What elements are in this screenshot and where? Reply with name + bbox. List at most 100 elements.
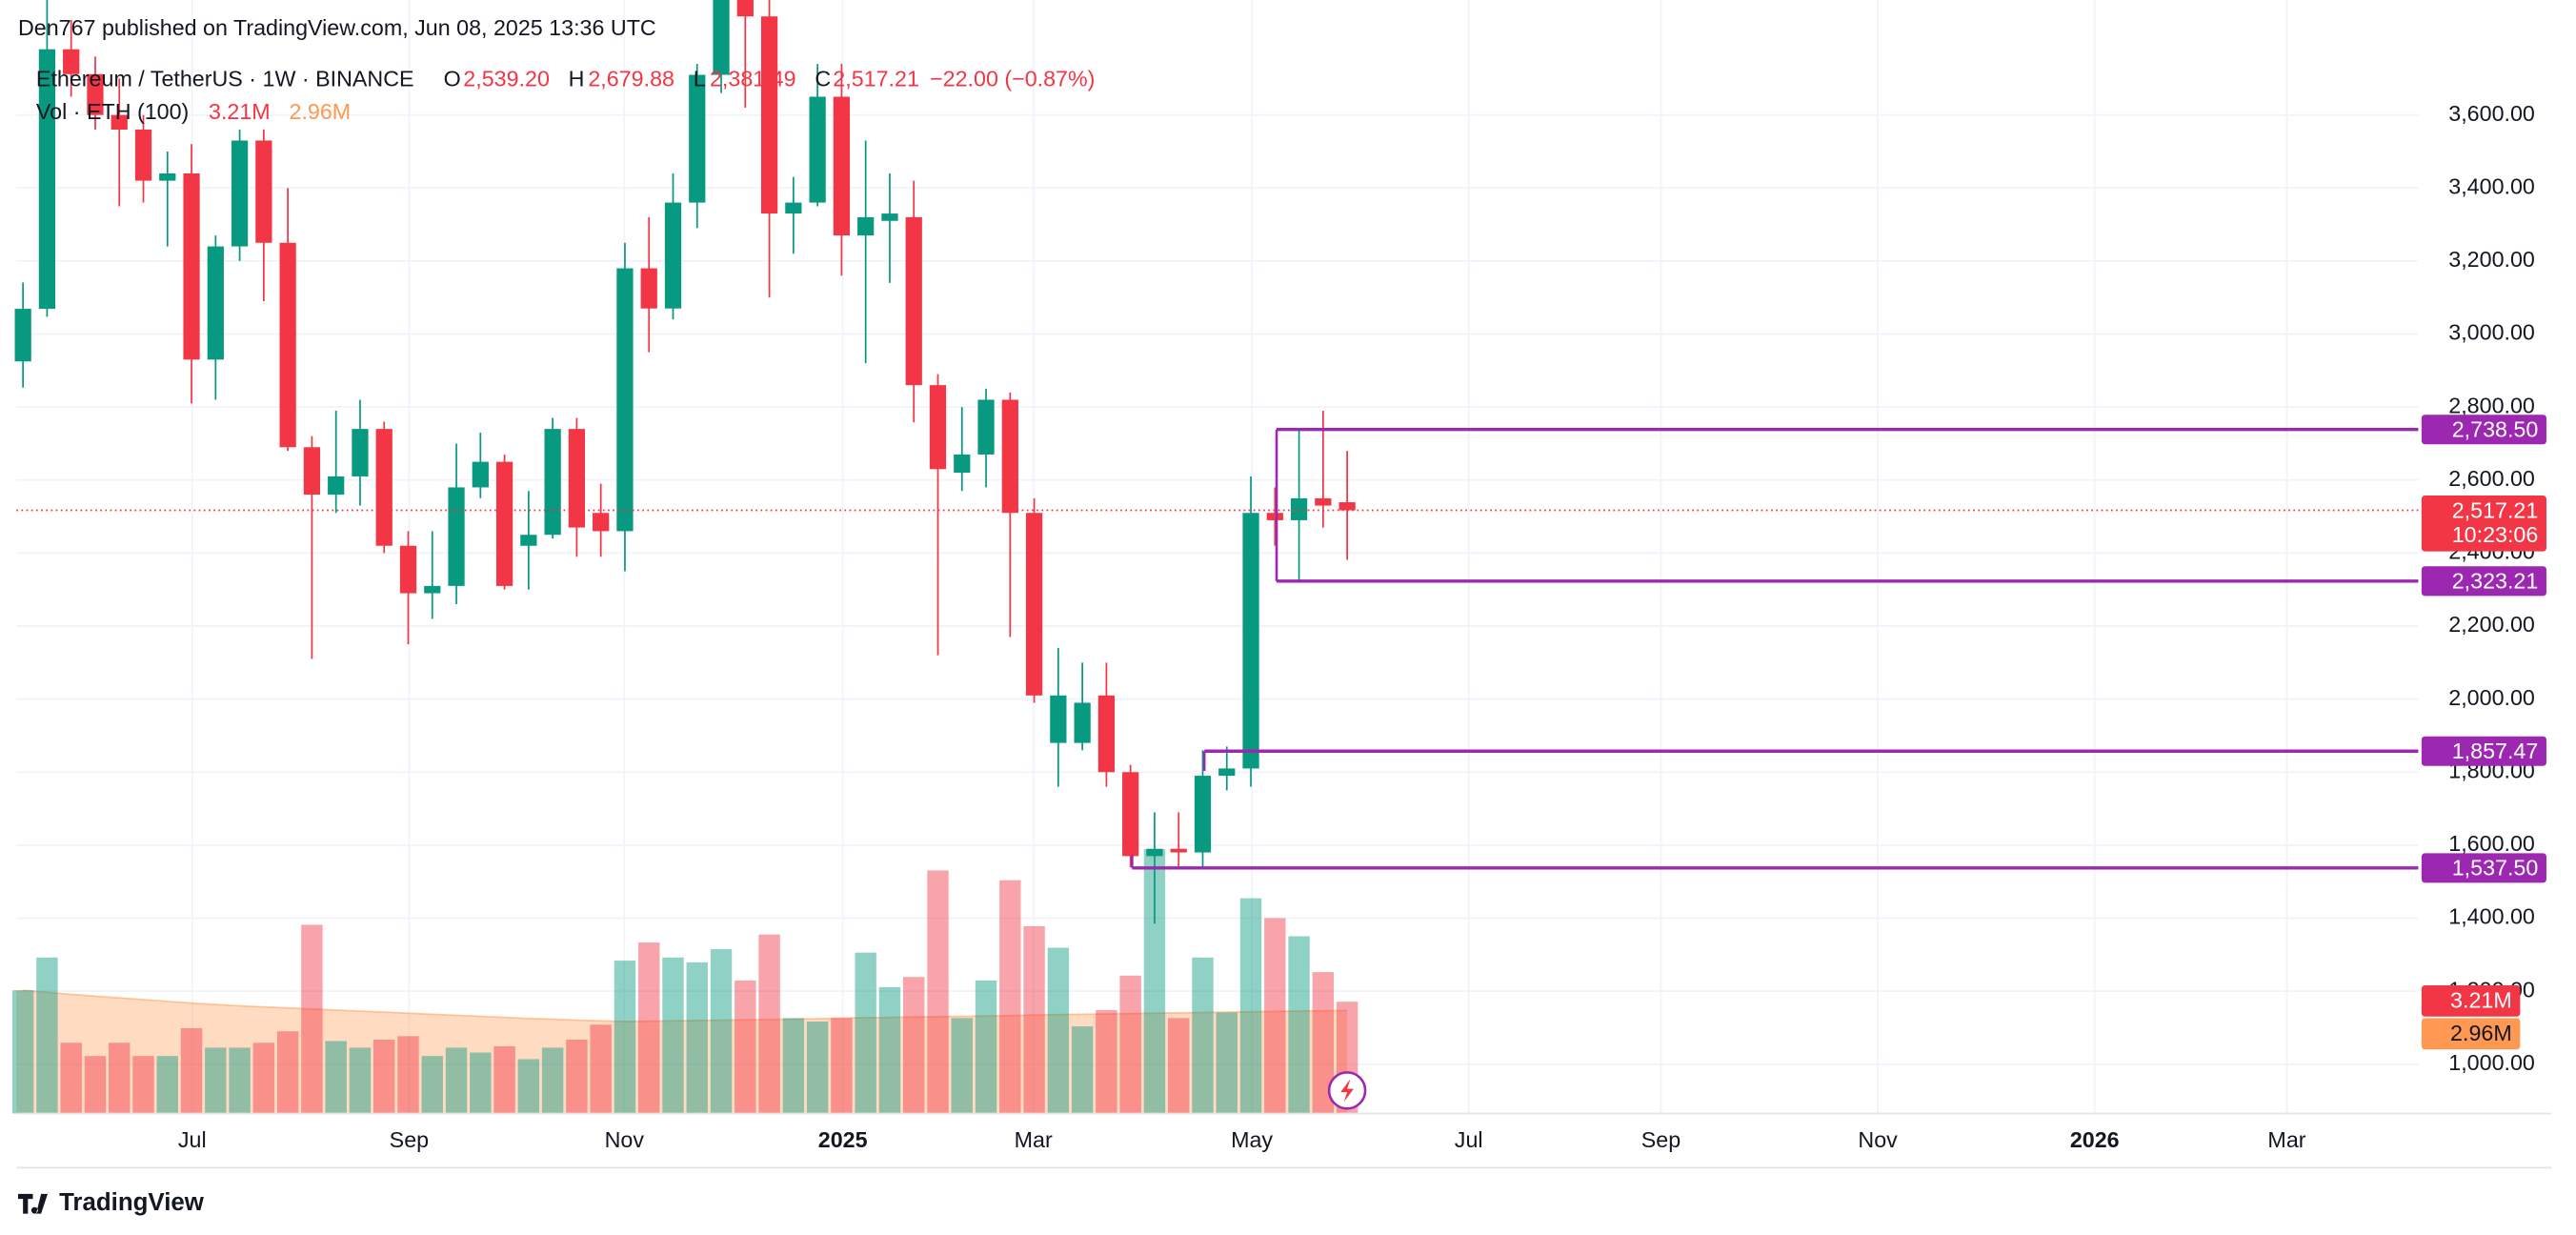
volume-bar (758, 934, 780, 1114)
candle-body (352, 429, 369, 476)
legend-c: C (815, 67, 831, 91)
volume-bar (855, 952, 876, 1114)
volume-bar (1119, 975, 1141, 1114)
candle-body (640, 268, 657, 309)
legend-change: −22.00 (−0.87%) (930, 67, 1095, 91)
volume-bar (831, 1018, 853, 1114)
volume-bar (686, 962, 708, 1114)
y-tick-label: 2,800.00 (2448, 393, 2535, 417)
x-tick-label: Nov (605, 1127, 645, 1152)
level-label: 1,537.50 (2452, 856, 2539, 881)
y-tick-label: 3,400.00 (2448, 173, 2535, 198)
volume-bar (205, 1047, 227, 1114)
y-tick-label: 1,600.00 (2448, 831, 2535, 856)
level-label-box (2421, 415, 2546, 445)
x-tick-label: Sep (1641, 1127, 1680, 1152)
legend-o: O (444, 67, 461, 91)
candle-body (593, 513, 610, 532)
candle-body (111, 114, 128, 130)
legend-volume-ma: 2.96M (290, 99, 352, 124)
candle-body (279, 242, 296, 448)
candle-body (1315, 497, 1332, 506)
candle-body (448, 487, 465, 586)
volume-bar (493, 1045, 515, 1114)
candle-body (713, 0, 730, 75)
candle-body (255, 140, 272, 243)
volume-label-box (2421, 985, 2521, 1017)
candle-body (1266, 513, 1283, 520)
volume-ma-label-box (2421, 1018, 2521, 1050)
legend-low: 2,381.49 (710, 67, 796, 91)
y-tick-label: 2,600.00 (2448, 466, 2535, 491)
volume-bar (421, 1056, 443, 1114)
candle-body (1242, 513, 1259, 769)
y-tick-label: 1,000.00 (2448, 1050, 2535, 1075)
volume-bar (735, 980, 756, 1114)
candle-body (1097, 695, 1116, 773)
volume-bar (1192, 957, 1214, 1114)
volume-bar (614, 961, 636, 1114)
volume-bar (1071, 1026, 1094, 1114)
level-label-box (2421, 736, 2546, 766)
volume-bar (60, 1043, 82, 1114)
volume-bar (710, 949, 733, 1114)
candle-body (664, 202, 682, 309)
candle-body (134, 129, 152, 181)
candle-body (857, 216, 875, 236)
volume-bar (1168, 1018, 1190, 1114)
candle-body (1050, 695, 1067, 743)
volume-bar (638, 942, 660, 1114)
volume-bar (1096, 1009, 1117, 1114)
volume-bar (1288, 936, 1310, 1114)
legend-high: 2,679.88 (588, 67, 674, 91)
candle-body (1074, 702, 1091, 743)
volume-bar (156, 1056, 178, 1114)
candle-body (809, 96, 826, 203)
candle-body (881, 213, 898, 221)
candle-body (568, 429, 586, 528)
legend-close: 2,517.21 (833, 67, 919, 91)
y-tick-label: 2,000.00 (2448, 685, 2535, 710)
candle-body (1025, 513, 1043, 696)
volume-bar (517, 1059, 540, 1114)
candle-body (1122, 772, 1139, 857)
candle-body (1218, 768, 1236, 777)
candle-body (472, 461, 489, 488)
x-tick-label: Jul (178, 1127, 207, 1152)
volume-bar (132, 1056, 154, 1114)
y-tick-label: 1,400.00 (2448, 904, 2535, 929)
x-tick-label: Mar (2267, 1127, 2305, 1152)
candle-body (689, 74, 706, 203)
volume-bar (301, 924, 323, 1114)
candle-body (1194, 776, 1212, 853)
volume-bar (276, 1031, 299, 1114)
legend: Ethereum / TetherUS · 1W · BINANCE O 2,539… (36, 67, 1096, 124)
volume-bar (397, 1036, 419, 1114)
y-tick-label: 3,000.00 (2448, 320, 2535, 345)
volume-bar (11, 990, 34, 1114)
volume-pane (11, 849, 1358, 1114)
bolt-icon (1327, 1071, 1367, 1110)
candle-body (38, 49, 56, 310)
legend-l: L (694, 67, 706, 91)
volume-bar (325, 1041, 347, 1114)
volume-bar (878, 986, 901, 1114)
logo (17, 1193, 49, 1214)
candle-body (616, 268, 634, 532)
volume-ma-area (16, 990, 1348, 1114)
candle-body (736, 0, 754, 17)
y-tick-label: 3,600.00 (2448, 101, 2535, 126)
price-label: 2,517.21 (2452, 497, 2539, 522)
level-label: 1,857.47 (2452, 739, 2539, 763)
candle-body (14, 309, 31, 362)
volume-bar (927, 870, 949, 1114)
x-tick-label: Jul (1455, 1127, 1483, 1152)
x-tick-label: 2026 (2070, 1127, 2120, 1152)
candles (14, 0, 1356, 924)
candle-body (954, 454, 971, 474)
candle-body (495, 461, 513, 586)
x-tick-label: Mar (1015, 1127, 1053, 1152)
volume-bar (1143, 849, 1166, 1114)
volume-bar (975, 980, 997, 1114)
